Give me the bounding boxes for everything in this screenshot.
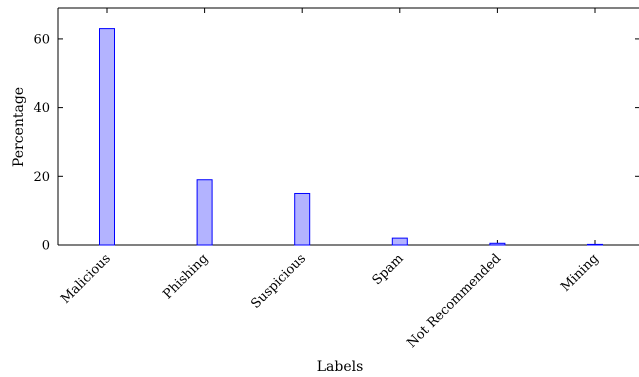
category-label: Spam bbox=[370, 251, 407, 288]
y-tick-label: 60 bbox=[33, 32, 50, 47]
category-label: Not Recommended bbox=[404, 251, 504, 351]
bar-mining bbox=[587, 243, 603, 246]
category-label: Malicious bbox=[58, 251, 114, 307]
bar-phishing bbox=[196, 179, 213, 246]
bars bbox=[99, 28, 603, 246]
y-tick-label: 0 bbox=[42, 239, 50, 254]
axes bbox=[57, 7, 639, 246]
y-axis-label: Percentage bbox=[11, 87, 27, 167]
y-tick-label: 20 bbox=[33, 170, 50, 185]
bar-suspicious bbox=[294, 192, 311, 246]
bar-malicious bbox=[99, 28, 115, 246]
y-tick-labels: 0 20 40 60 bbox=[33, 32, 50, 253]
bar-not-recommended bbox=[489, 242, 506, 246]
category-label: Suspicious bbox=[248, 251, 309, 312]
y-tick-label: 40 bbox=[33, 101, 50, 116]
category-label: Mining bbox=[558, 251, 602, 295]
tick-marks bbox=[58, 8, 639, 246]
category-label: Phishing bbox=[160, 251, 211, 302]
x-axis-label: Labels bbox=[317, 359, 364, 375]
bar-spam bbox=[391, 237, 408, 246]
